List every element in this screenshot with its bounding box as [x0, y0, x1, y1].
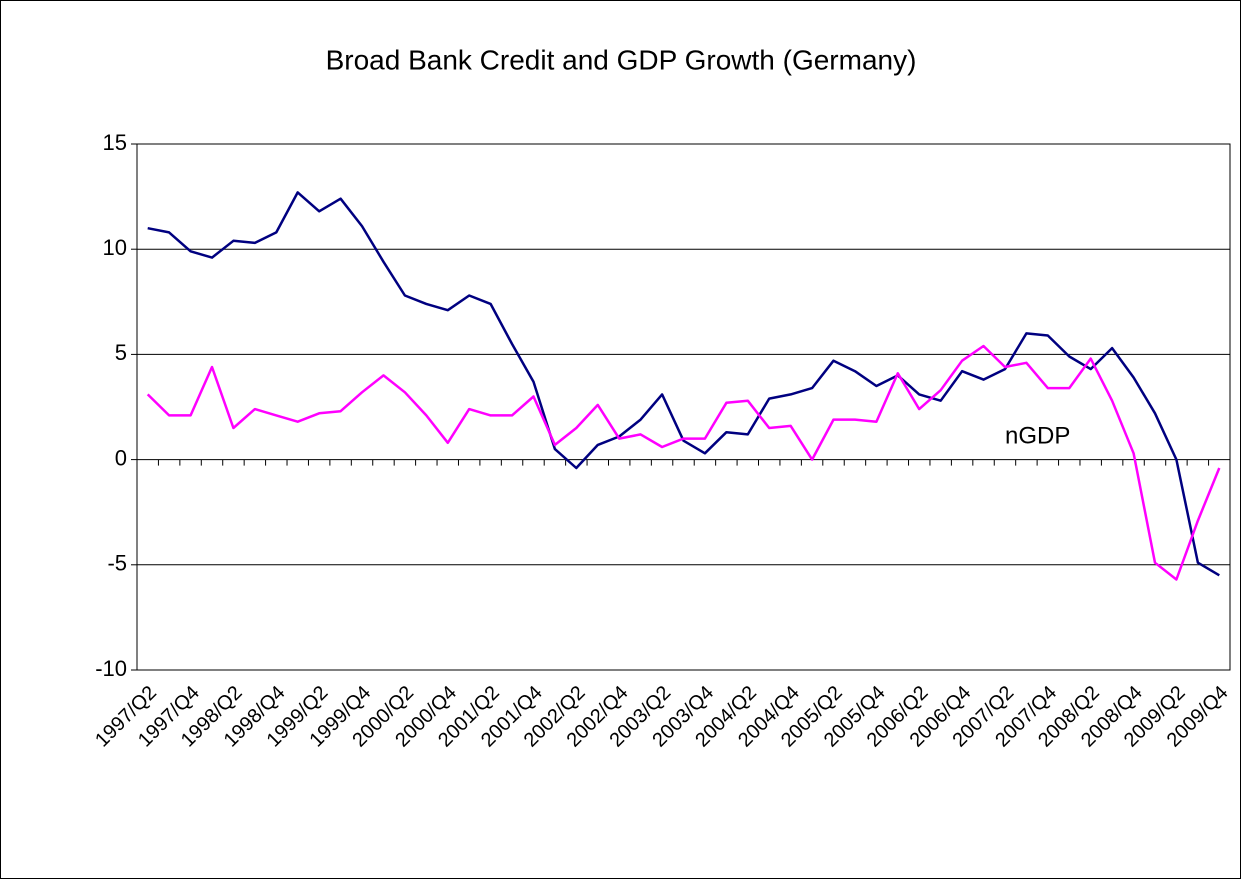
y-tick-label: 10: [103, 235, 127, 260]
series-line: [147, 191, 1220, 577]
y-tick-label: -10: [95, 656, 127, 681]
y-tick-label: 5: [115, 340, 127, 365]
plot-area: [136, 143, 1231, 671]
annotation: nGDP: [1005, 422, 1070, 449]
y-tick-label: 0: [115, 445, 127, 470]
chart-title: Broad Bank Credit and GDP Growth (German…: [326, 44, 917, 75]
y-tick-label: -5: [107, 551, 127, 576]
y-tick-label: 15: [103, 130, 127, 155]
series-line: [146, 344, 1221, 581]
